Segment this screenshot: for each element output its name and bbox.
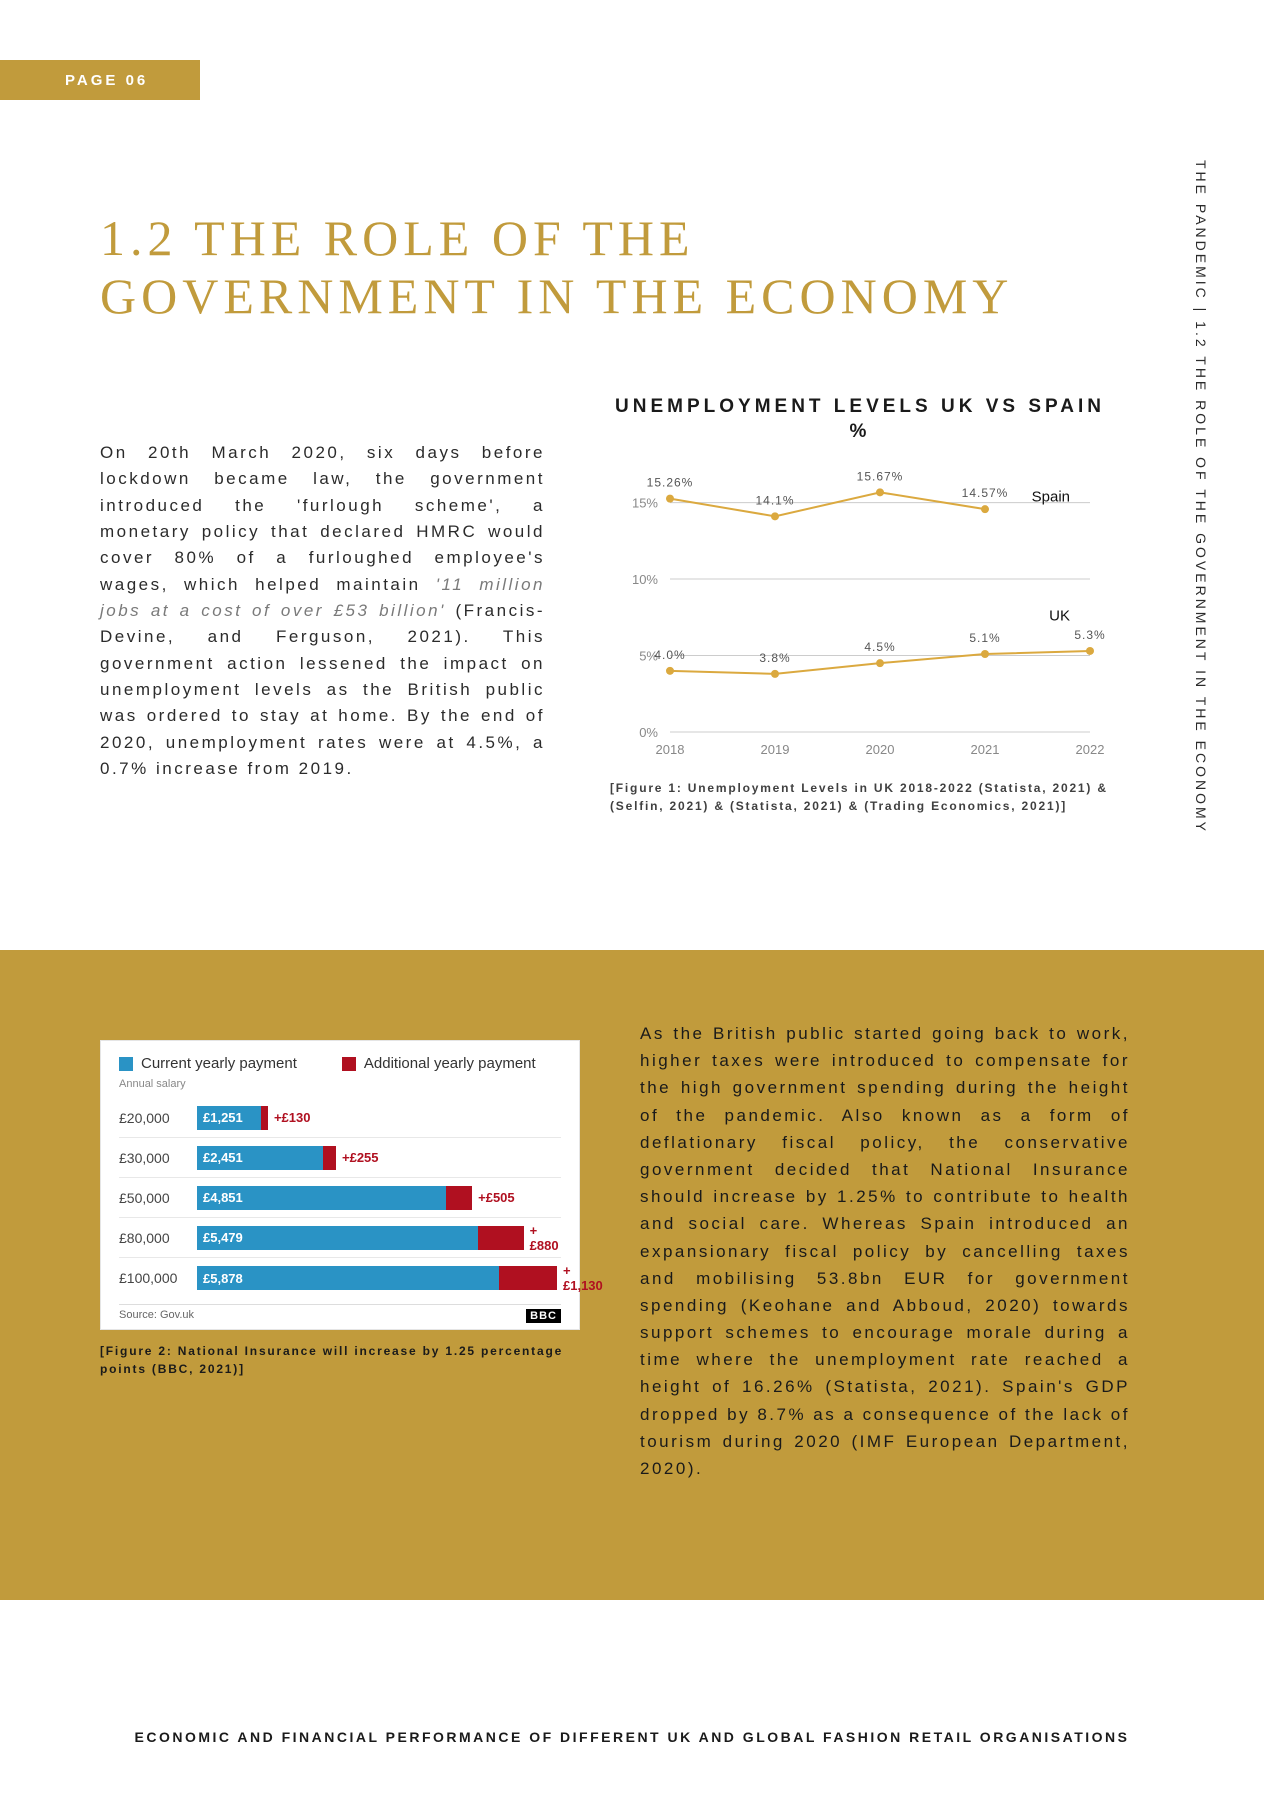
svg-text:5.1%: 5.1% xyxy=(969,631,1000,645)
chart2-bar-track: £1,251 +£130 xyxy=(197,1106,561,1130)
chart2-row: £100,000£5,878+£1,130 xyxy=(119,1258,561,1298)
page-footer: ECONOMIC AND FINANCIAL PERFORMANCE OF DI… xyxy=(0,1729,1264,1745)
body-text-right: As the British public started going back… xyxy=(640,1020,1130,1482)
chart2-row: £80,000£5,479 +£880 xyxy=(119,1218,561,1258)
chart2-category: £50,000 xyxy=(119,1190,197,1206)
chart2-row: £50,000£4,851 +£505 xyxy=(119,1178,561,1218)
svg-text:UK: UK xyxy=(1049,608,1070,625)
swatch-current xyxy=(119,1057,133,1071)
page-tag: PAGE 06 xyxy=(0,60,200,100)
chart2-bar-current: £2,451 xyxy=(197,1146,323,1170)
chart2-bar-track: £5,479 +£880 xyxy=(197,1226,561,1250)
chart2-bar-additional xyxy=(499,1266,557,1290)
chart2-bar-additional xyxy=(261,1106,268,1130)
svg-text:3.8%: 3.8% xyxy=(759,651,790,665)
legend-current: Current yearly payment xyxy=(119,1055,297,1072)
chart2-additional-label: +£130 xyxy=(268,1106,311,1130)
chart2-category: £20,000 xyxy=(119,1110,197,1126)
chart2-bar-additional xyxy=(478,1226,523,1250)
svg-text:2019: 2019 xyxy=(761,742,790,757)
chart2-caption: [Figure 2: National Insurance will incre… xyxy=(100,1342,580,1378)
chart2-footer: Source: Gov.uk BBC xyxy=(119,1304,561,1323)
body-left-post: (Francis-Devine, and Ferguson, 2021). Th… xyxy=(100,601,545,778)
svg-text:5.3%: 5.3% xyxy=(1074,628,1105,642)
svg-text:4.5%: 4.5% xyxy=(864,641,895,655)
chart2-legend: Current yearly payment Additional yearly… xyxy=(119,1055,561,1072)
chart2-source: Source: Gov.uk xyxy=(119,1309,194,1323)
svg-text:15.67%: 15.67% xyxy=(857,470,904,484)
chart2-bar-additional xyxy=(323,1146,336,1170)
chart-national-insurance: Current yearly payment Additional yearly… xyxy=(100,1040,580,1378)
body-text-left: On 20th March 2020, six days before lock… xyxy=(100,440,545,782)
body-left-pre: On 20th March 2020, six days before lock… xyxy=(100,443,545,594)
chart2-category: £30,000 xyxy=(119,1150,197,1166)
chart2-bar-additional xyxy=(446,1186,472,1210)
legend-additional-label: Additional yearly payment xyxy=(364,1055,536,1072)
svg-text:2022: 2022 xyxy=(1076,742,1105,757)
svg-text:2018: 2018 xyxy=(656,742,685,757)
chart2-box: Current yearly payment Additional yearly… xyxy=(100,1040,580,1330)
svg-text:10%: 10% xyxy=(632,572,658,587)
svg-text:4.0%: 4.0% xyxy=(654,648,685,662)
svg-text:15.26%: 15.26% xyxy=(647,476,694,490)
legend-additional: Additional yearly payment xyxy=(342,1055,536,1072)
chart2-category: £100,000 xyxy=(119,1270,197,1286)
svg-text:2020: 2020 xyxy=(866,742,895,757)
chart2-additional-label: +£505 xyxy=(472,1186,515,1210)
bbc-logo: BBC xyxy=(526,1309,561,1323)
chart2-category: £80,000 xyxy=(119,1230,197,1246)
chart2-bar-current: £4,851 xyxy=(197,1186,446,1210)
chart2-rows: £20,000£1,251 +£130 £30,000£2,451 +£255 £50,… xyxy=(119,1098,561,1298)
chart2-bar-current: £5,878 xyxy=(197,1266,499,1290)
chart2-sublabel: Annual salary xyxy=(119,1078,561,1090)
svg-text:0%: 0% xyxy=(639,725,658,740)
swatch-additional xyxy=(342,1057,356,1071)
chart2-bar-current: £5,479 xyxy=(197,1226,478,1250)
chart2-bar-track: £4,851 +£505 xyxy=(197,1186,561,1210)
svg-text:2021: 2021 xyxy=(971,742,1000,757)
chart2-bar-track: £2,451 +£255 xyxy=(197,1146,561,1170)
chart2-row: £30,000£2,451 +£255 xyxy=(119,1138,561,1178)
section-title: 1.2 THE ROLE OF THE GOVERNMENT IN THE EC… xyxy=(100,210,1100,325)
chart2-bar-track: £5,878+£1,130 xyxy=(197,1266,561,1290)
chart2-row: £20,000£1,251 +£130 xyxy=(119,1098,561,1138)
chart1-plot: 0%5%10%15%2018201920202021202215.26%14.1… xyxy=(610,462,1110,762)
chart2-additional-label: +£880 xyxy=(524,1226,561,1250)
legend-current-label: Current yearly payment xyxy=(141,1055,297,1072)
svg-text:14.57%: 14.57% xyxy=(962,487,1009,501)
svg-text:Spain: Spain xyxy=(1032,489,1070,506)
chart1-caption: [Figure 1: Unemployment Levels in UK 201… xyxy=(610,779,1110,815)
side-running-header: THE PANDEMIC | 1.2 THE ROLE OF THE GOVER… xyxy=(1193,160,1209,834)
chart2-additional-label: +£1,130 xyxy=(557,1266,603,1290)
chart1-title: UNEMPLOYMENT LEVELS UK VS SPAIN % xyxy=(610,395,1110,444)
chart-unemployment: UNEMPLOYMENT LEVELS UK VS SPAIN % 0%5%10… xyxy=(610,395,1110,815)
svg-text:15%: 15% xyxy=(632,496,658,511)
chart2-bar-current: £1,251 xyxy=(197,1106,261,1130)
svg-text:14.1%: 14.1% xyxy=(755,494,794,508)
chart2-additional-label: +£255 xyxy=(336,1146,379,1170)
